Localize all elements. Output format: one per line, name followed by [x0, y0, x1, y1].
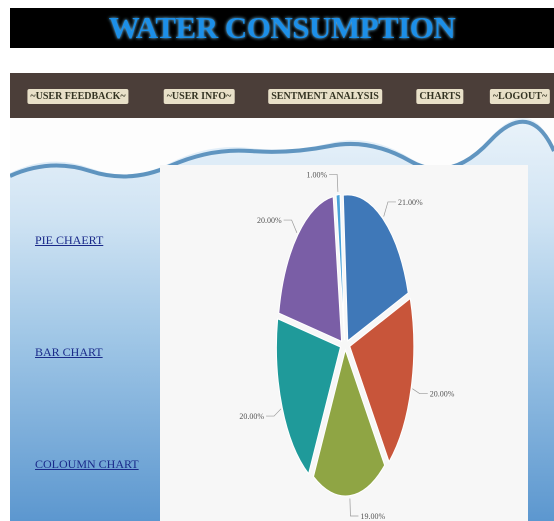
nav-bar: ~USER FEEDBACK~ ~USER INFO~ SENTMENT ANALY…: [10, 73, 554, 118]
pie-chart: 21.00% 20.00% 19.00% 20.00% 20.00% 1.00%: [160, 165, 528, 521]
leader-line: [329, 174, 338, 191]
data-label: 19.00%: [360, 512, 385, 521]
leader-line: [284, 220, 297, 233]
pie-slice: [279, 197, 342, 342]
data-label: 1.00%: [306, 170, 327, 179]
sidebar-link[interactable]: PIE CHAERT: [35, 233, 103, 248]
nav-button[interactable]: ~LOGOUT~: [490, 89, 550, 104]
leader-line: [412, 389, 427, 394]
header: WATER CONSUMPTION: [10, 8, 554, 48]
data-label: 20.00%: [257, 216, 282, 225]
data-label: 20.00%: [239, 412, 264, 421]
page: WATER CONSUMPTION ~USER FEEDBACK~ ~USER I…: [0, 0, 554, 521]
nav-button[interactable]: CHARTS: [416, 89, 463, 104]
data-label: 20.00%: [430, 390, 455, 399]
page-title: WATER CONSUMPTION: [109, 10, 456, 45]
sidebar-link[interactable]: COLOUMN CHART: [35, 457, 139, 472]
leader-line: [350, 499, 359, 516]
nav-button[interactable]: ~USER INFO~: [164, 89, 235, 104]
nav-button[interactable]: ~USER FEEDBACK~: [27, 89, 128, 104]
sidebar-link[interactable]: BAR CHART: [35, 345, 103, 360]
data-label: 21.00%: [398, 198, 423, 207]
leader-line: [384, 202, 396, 217]
nav-button[interactable]: SENTMENT ANALYSIS: [268, 89, 382, 104]
chart-panel: 21.00% 20.00% 19.00% 20.00% 20.00% 1.00%: [160, 165, 528, 521]
leader-line: [266, 409, 281, 416]
